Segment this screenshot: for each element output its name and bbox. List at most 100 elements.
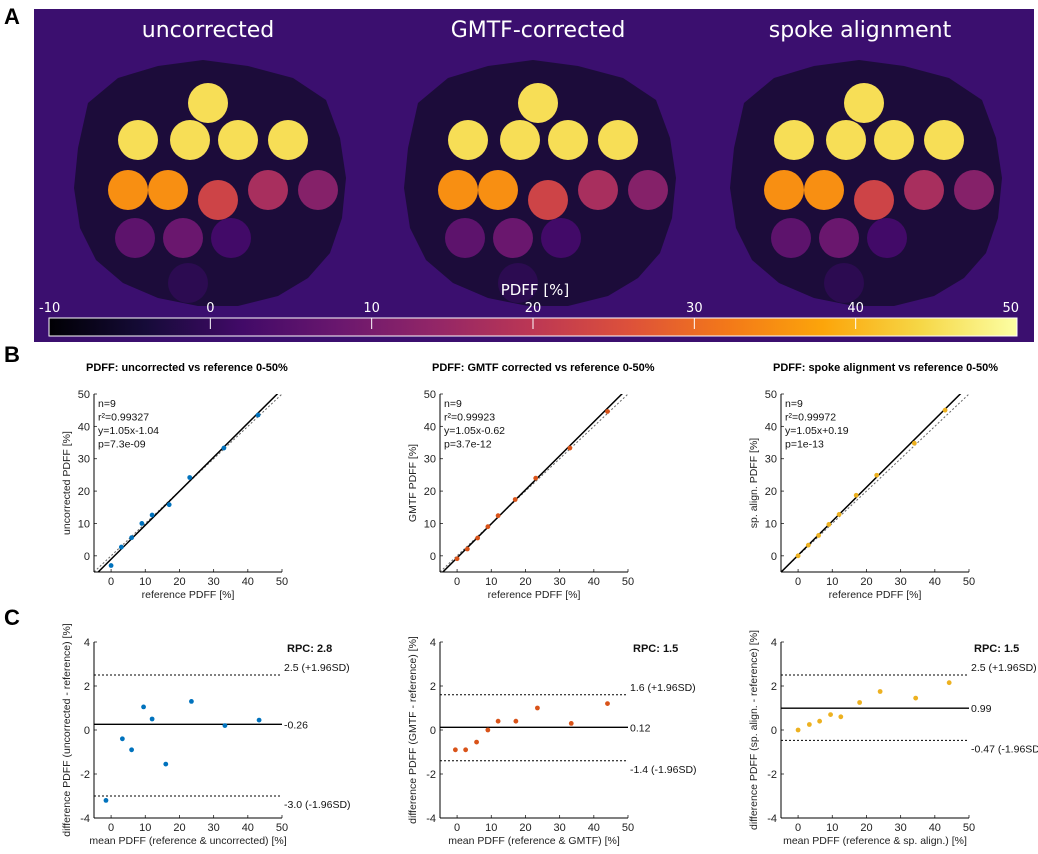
identity-line xyxy=(781,394,969,572)
y-axis-label: sp. align. PDFF [%] xyxy=(748,438,760,529)
stat-line: y=1.05x-1.04 xyxy=(98,425,159,437)
panel-label-c: C xyxy=(4,605,20,630)
phantom-vial xyxy=(904,170,944,210)
y-tick-label: 50 xyxy=(765,389,777,401)
colorbar-tick-label: 0 xyxy=(206,301,214,316)
data-point xyxy=(838,714,844,720)
x-tick-label: 20 xyxy=(519,822,531,834)
colorbar-tick-label: -10 xyxy=(39,301,60,316)
data-point xyxy=(189,699,194,704)
data-point xyxy=(495,718,501,724)
image-title-spoke: spoke alignment xyxy=(769,18,952,43)
phantom-vial xyxy=(498,263,538,303)
stat-line: p=3.7e-12 xyxy=(444,439,492,451)
stat-line: y=1.05x+0.19 xyxy=(785,425,849,437)
y-tick-label: 4 xyxy=(84,637,90,649)
phantom-vial xyxy=(518,83,558,123)
data-point xyxy=(187,475,193,480)
plot-area xyxy=(781,394,969,572)
data-point xyxy=(568,721,574,726)
image-title-uncorrected: uncorrected xyxy=(142,18,274,43)
data-point xyxy=(118,544,124,550)
data-point xyxy=(913,695,919,701)
stat-line: n=9 xyxy=(444,398,462,410)
phantom-vial xyxy=(218,120,258,160)
y-tick-label: 0 xyxy=(430,551,436,563)
phantom-vial xyxy=(445,218,485,258)
data-point xyxy=(463,747,469,753)
x-tick-label: 50 xyxy=(276,576,288,588)
data-point xyxy=(857,700,863,705)
y-axis-label: GMTF PDFF [%] xyxy=(407,444,419,522)
rpc-label: RPC: 1.5 xyxy=(633,643,678,655)
plot-area xyxy=(440,394,628,572)
stat-line: r²=0.99327 xyxy=(98,412,149,424)
data-point xyxy=(166,502,172,508)
x-tick-label: 30 xyxy=(554,576,566,588)
identity-line xyxy=(440,394,628,572)
x-tick-label: 50 xyxy=(276,822,288,834)
x-tick-label: 20 xyxy=(860,822,872,834)
phantom-vial xyxy=(867,218,907,258)
phantom-vial xyxy=(824,263,864,303)
x-tick-label: 10 xyxy=(139,822,151,834)
x-tick-label: 10 xyxy=(826,576,838,588)
plot-area xyxy=(94,674,282,803)
y-tick-label: 0 xyxy=(84,725,90,737)
y-tick-label: 40 xyxy=(424,421,436,433)
y-tick-label: 30 xyxy=(765,454,777,466)
x-tick-label: 30 xyxy=(554,822,566,834)
panel-label-a: A xyxy=(4,4,20,29)
bland-altman-plot-1: 0 10 20 30 40 50 -4 -2 0 2 4 mean PDFF (reference &… xyxy=(61,623,351,847)
x-tick-label: 20 xyxy=(519,576,531,588)
phantom-vial xyxy=(924,120,964,160)
data-point xyxy=(255,412,261,418)
data-point xyxy=(141,704,146,710)
x-tick-label: 20 xyxy=(173,822,185,834)
data-point xyxy=(911,440,917,446)
y-axis-label: difference PDFF (GMTF - reference) [%] xyxy=(407,636,419,824)
plot-title: PDFF: uncorrected vs reference 0-50% xyxy=(86,362,288,374)
stat-line: p=7.3e-09 xyxy=(98,439,146,451)
y-tick-label: -2 xyxy=(80,769,90,781)
phantom-vial xyxy=(448,120,488,160)
data-point xyxy=(474,739,479,745)
colorbar-tick-label: 10 xyxy=(363,301,380,316)
data-point xyxy=(826,522,832,527)
y-tick-label: 20 xyxy=(765,486,777,498)
data-point xyxy=(485,524,491,530)
y-tick-label: 0 xyxy=(84,551,90,563)
x-axis-label: mean PDFF (reference & uncorrected) [%] xyxy=(89,835,286,847)
data-point xyxy=(816,533,821,538)
data-point xyxy=(946,680,952,686)
y-tick-label: 50 xyxy=(424,389,436,401)
panel-label-b: B xyxy=(4,342,20,367)
x-axis-label: mean PDFF (reference & sp. align.) [%] xyxy=(783,835,967,847)
phantom-vial xyxy=(170,120,210,160)
y-tick-label: -4 xyxy=(426,813,436,825)
x-tick-label: 10 xyxy=(826,822,838,834)
x-tick-label: 40 xyxy=(588,576,600,588)
colorbar-tick-label: 20 xyxy=(525,301,542,316)
phantom-vial xyxy=(163,218,203,258)
x-tick-label: 10 xyxy=(485,576,497,588)
x-tick-label: 30 xyxy=(208,576,220,588)
phantom-vial xyxy=(598,120,638,160)
data-point xyxy=(256,717,262,723)
y-tick-label: 10 xyxy=(765,518,777,530)
data-point xyxy=(139,521,145,526)
phantom-image-2 xyxy=(404,60,676,306)
phantom-vial xyxy=(148,170,188,210)
y-tick-label: 40 xyxy=(765,421,777,433)
x-tick-label: 0 xyxy=(108,576,114,588)
data-point xyxy=(567,445,573,451)
data-point xyxy=(795,727,801,733)
x-tick-label: 40 xyxy=(588,822,600,834)
plot-title: PDFF: spoke alignment vs reference 0-50% xyxy=(773,362,998,374)
stat-line: y=1.05x-0.62 xyxy=(444,425,505,437)
data-point xyxy=(108,563,114,568)
data-point xyxy=(454,556,460,562)
data-point xyxy=(535,705,540,711)
plot-area xyxy=(94,394,282,572)
